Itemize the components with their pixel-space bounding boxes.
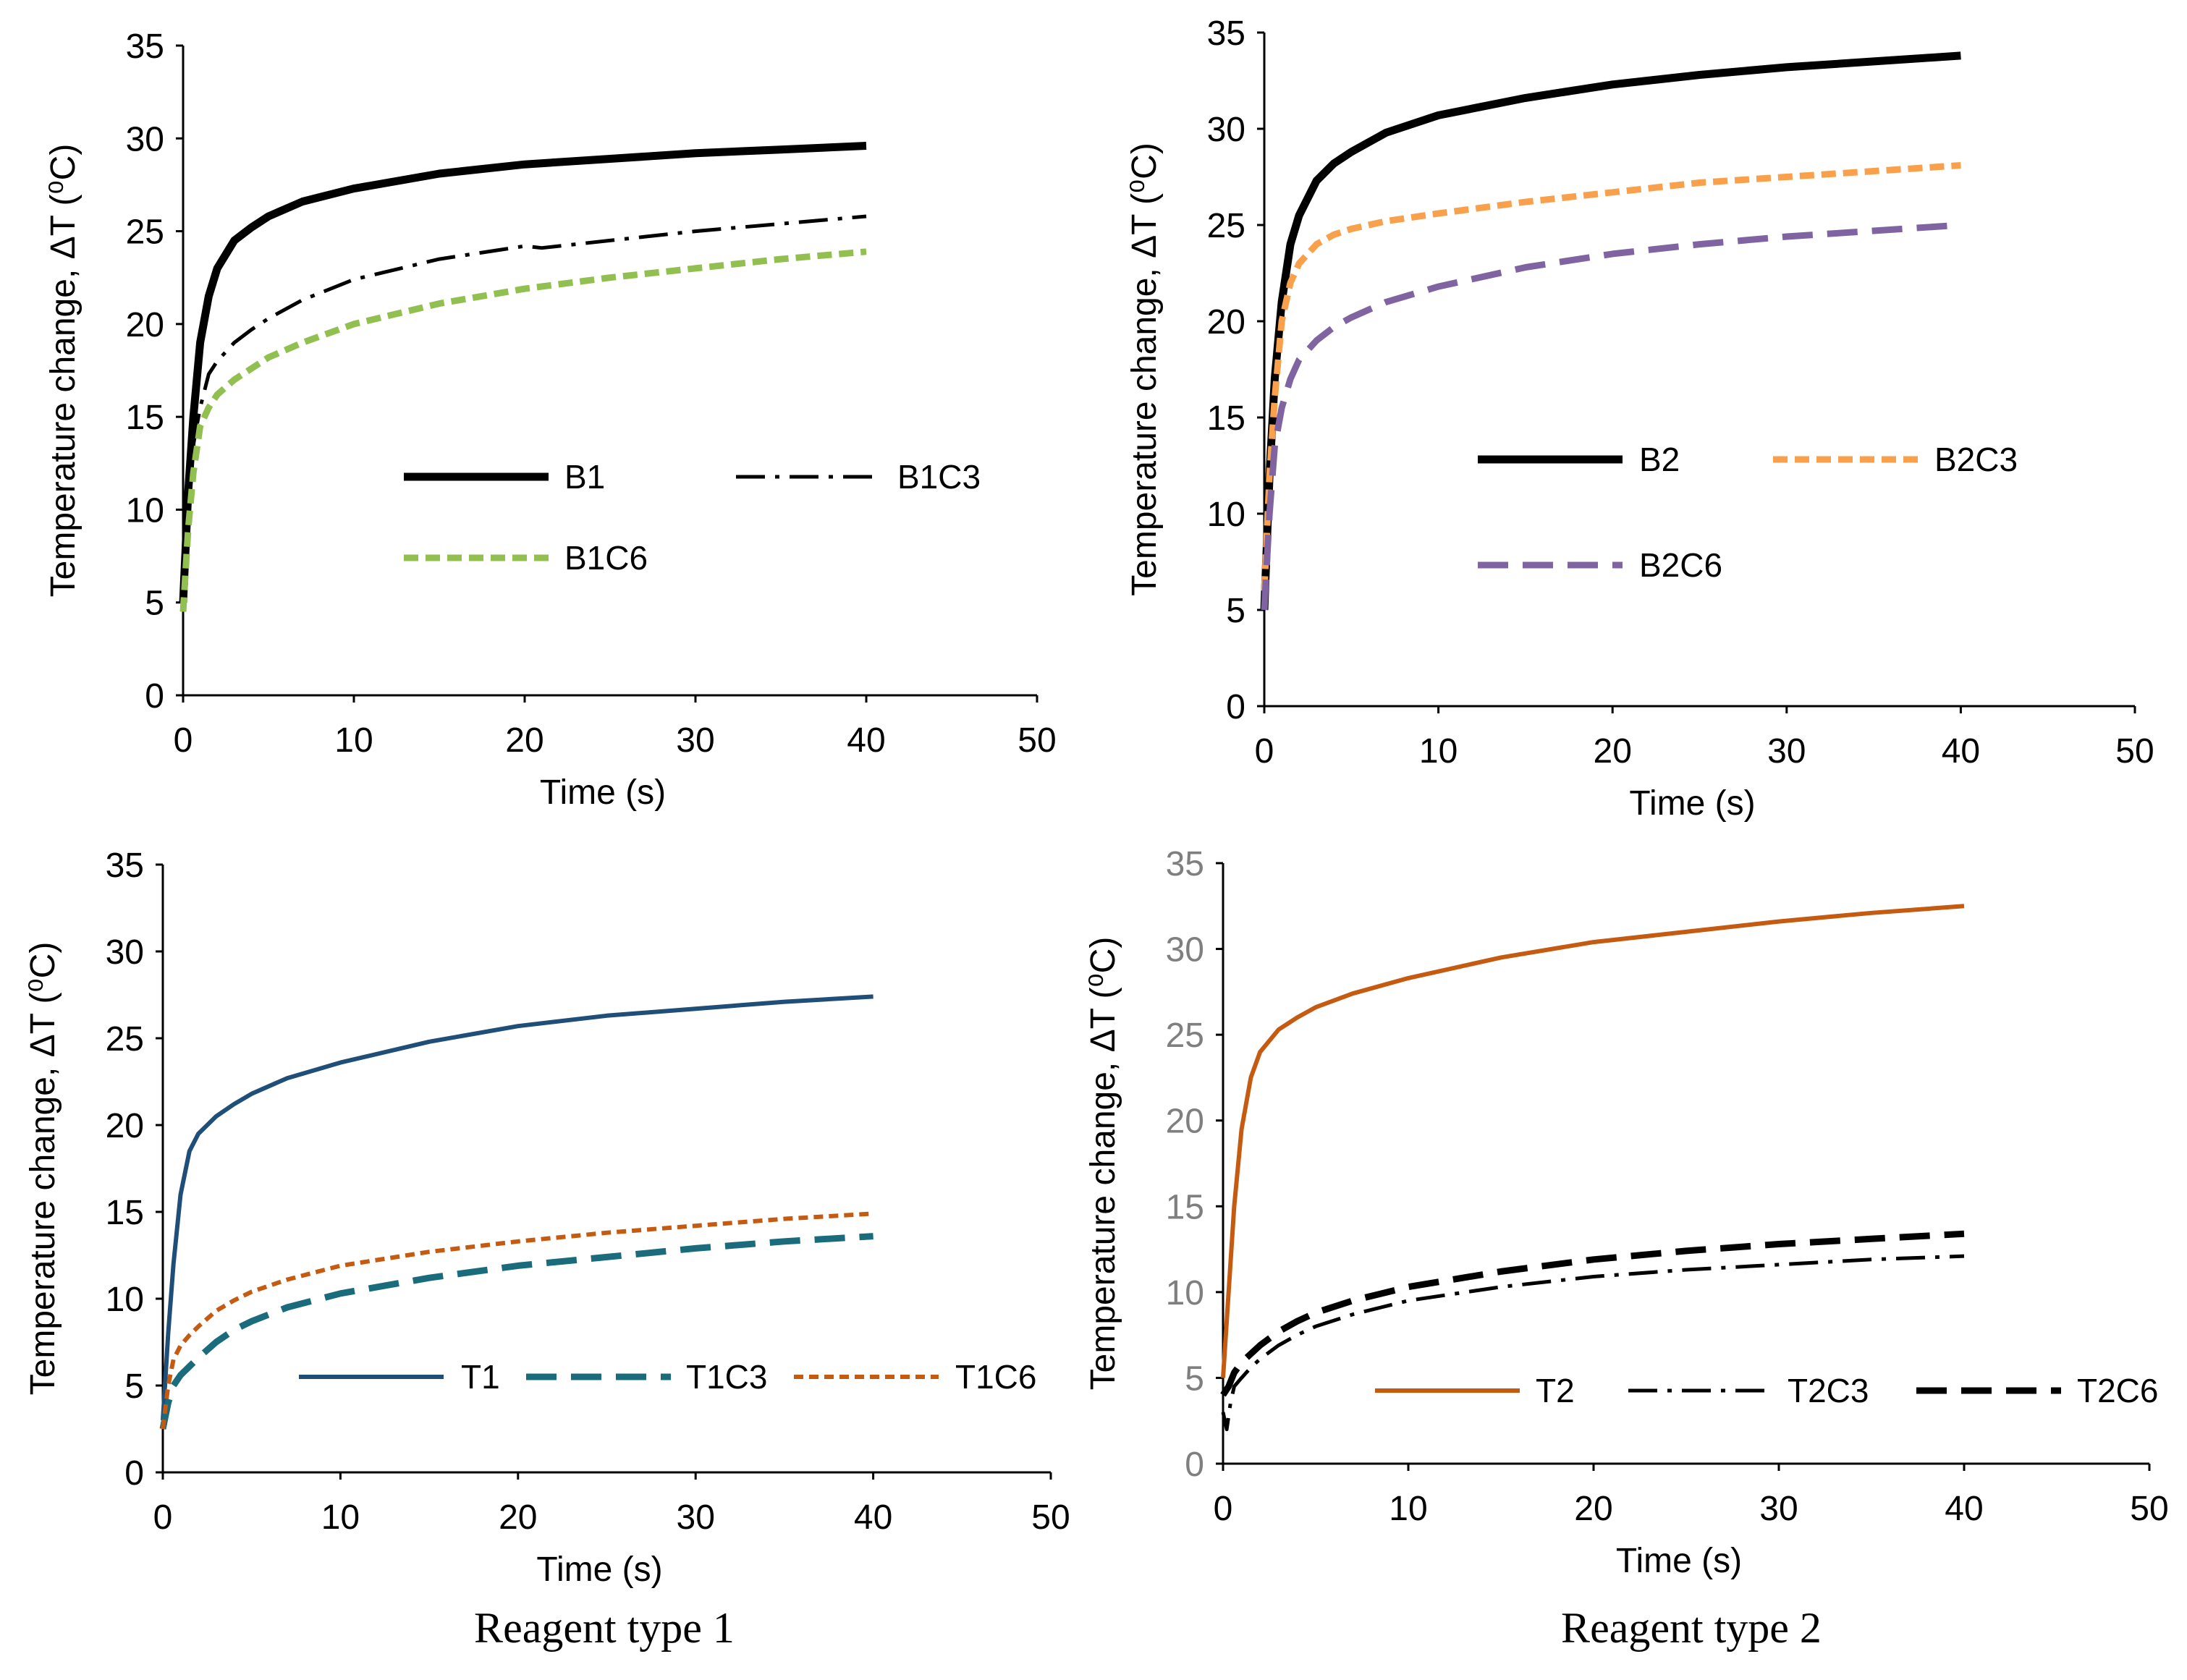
series-line-t2c3 — [1221, 1254, 1965, 1432]
legend-label-b2c6: B2C6 — [1639, 546, 1722, 584]
y-tick-label: 20 — [126, 306, 164, 344]
series-line-t1c6 — [161, 1211, 873, 1430]
x-tick-label: 30 — [676, 721, 714, 760]
y-tick-label: 30 — [1166, 931, 1204, 970]
y-tick-label: 5 — [1185, 1359, 1204, 1398]
legend-label-t1: T1 — [461, 1358, 500, 1396]
x-axis-title: Time (s) — [1629, 784, 1755, 823]
x-tick-label: 50 — [2130, 1490, 2168, 1528]
legend-label-b1c6: B1C6 — [564, 539, 648, 577]
x-tick-label: 40 — [1945, 1490, 1983, 1528]
y-axis-title: Temperature change, ΔT (⁰C) — [24, 942, 62, 1396]
y-tick-label: 15 — [106, 1194, 144, 1232]
x-tick-label: 10 — [1419, 732, 1458, 771]
series-line-t2c6 — [1220, 1230, 1965, 1397]
y-tick-label: 0 — [1226, 688, 1245, 726]
legend-label-b2: B2 — [1639, 441, 1680, 478]
chart-panel-b2: 0 5 10 15 20 25 30 35 0 10 20 30 40 50 Time (s) Tempera… — [1125, 14, 2154, 823]
y-axis-title: Temperature change, ΔT (⁰C) — [44, 144, 83, 598]
y-tick-label: 10 — [126, 491, 164, 530]
y-tick-label: 5 — [1226, 592, 1245, 630]
series-line-b2 — [1260, 51, 1961, 611]
y-tick-label: 25 — [1166, 1017, 1204, 1055]
legend-label-t2c3: T2C3 — [1788, 1372, 1869, 1409]
x-axis-title: Time (s) — [540, 773, 666, 812]
y-tick-label: 35 — [1166, 845, 1204, 883]
x-tick-label: 20 — [505, 721, 543, 760]
series-line-b2c6 — [1261, 221, 1961, 611]
y-tick-label: 30 — [106, 933, 144, 972]
y-tick-label: 0 — [124, 1454, 144, 1493]
x-tick-label: 0 — [153, 1498, 173, 1537]
y-tick-label: 10 — [1166, 1274, 1204, 1312]
x-axis-title: Time (s) — [1616, 1542, 1742, 1580]
x-tick-label: 30 — [677, 1498, 715, 1537]
chart-panel-b1: 0 5 10 15 20 25 30 35 0 10 20 30 40 50 Time (s) Tempera… — [44, 27, 1057, 812]
x-tick-label: 40 — [854, 1498, 892, 1537]
x-tick-label: 0 — [1214, 1490, 1233, 1528]
y-axis-title: Temperature change, ΔT (⁰C) — [1125, 143, 1164, 596]
y-tick-label: 10 — [106, 1281, 144, 1319]
y-tick-label: 0 — [1185, 1446, 1204, 1484]
legend-label-t1c3: T1C3 — [686, 1358, 767, 1396]
y-tick-label: 20 — [1207, 303, 1245, 341]
series-line-b1 — [179, 142, 867, 603]
x-tick-label: 20 — [1574, 1490, 1612, 1528]
legend-label-t2: T2 — [1536, 1372, 1575, 1409]
x-tick-label: 0 — [174, 721, 193, 760]
y-tick-label: 15 — [126, 399, 164, 437]
y-tick-label: 0 — [145, 677, 164, 716]
x-tick-label: 30 — [1759, 1490, 1798, 1528]
y-tick-label: 10 — [1207, 496, 1245, 534]
x-tick-label: 10 — [334, 721, 373, 760]
x-axis-title: Time (s) — [536, 1550, 662, 1589]
y-tick-label: 35 — [1207, 14, 1245, 53]
caption-reagent-type-2: Reagent type 2 — [1561, 1604, 1822, 1652]
y-tick-label: 15 — [1207, 399, 1245, 438]
x-tick-label: 50 — [2115, 732, 2154, 771]
y-tick-label: 20 — [1166, 1103, 1204, 1141]
y-tick-label: 25 — [126, 213, 164, 252]
y-tick-label: 5 — [145, 585, 164, 623]
series-line-t1c3 — [159, 1233, 873, 1430]
x-tick-label: 40 — [847, 721, 885, 760]
y-tick-label: 25 — [1207, 207, 1245, 245]
y-tick-label: 30 — [1207, 111, 1245, 149]
series-line-b2c3 — [1261, 162, 1961, 591]
series-line-t1 — [161, 994, 873, 1421]
y-tick-label: 25 — [106, 1020, 144, 1059]
y-axis-title: Temperature change, ΔT (⁰C) — [1084, 937, 1122, 1391]
series-line-b1c3 — [181, 214, 867, 603]
x-tick-label: 10 — [1389, 1490, 1427, 1528]
y-tick-label: 5 — [124, 1367, 144, 1406]
x-tick-label: 50 — [1018, 721, 1056, 760]
x-tick-label: 50 — [1031, 1498, 1070, 1537]
legend-label-t1c6: T1C6 — [955, 1358, 1036, 1396]
x-tick-label: 30 — [1767, 732, 1806, 771]
legend-label-t2c6: T2C6 — [2077, 1372, 2158, 1409]
x-tick-label: 10 — [321, 1498, 360, 1537]
y-tick-label: 15 — [1166, 1188, 1204, 1226]
legend-label-b1c3: B1C3 — [897, 458, 981, 496]
y-tick-label: 30 — [126, 120, 164, 158]
series-line-b1c6 — [179, 248, 867, 612]
legend-label-b2c3: B2C3 — [1934, 441, 2018, 478]
chart-panel-t1: 0 5 10 15 20 25 30 35 0 10 20 30 40 50 Time (s) Tempera… — [24, 847, 1070, 1589]
x-tick-label: 0 — [1255, 732, 1274, 771]
x-tick-label: 20 — [499, 1498, 537, 1537]
chart-panel-t2: 0 5 10 15 20 25 30 35 0 10 20 30 40 50 Time (s) Tempera… — [1084, 845, 2169, 1580]
caption-reagent-type-1: Reagent type 1 — [474, 1604, 735, 1652]
y-tick-label: 35 — [126, 27, 164, 66]
y-tick-label: 20 — [106, 1107, 144, 1145]
y-tick-label: 35 — [106, 847, 144, 885]
series-line-t2 — [1221, 904, 1965, 1378]
legend-label-b1: B1 — [564, 458, 605, 496]
x-tick-label: 20 — [1594, 732, 1632, 771]
x-tick-label: 40 — [1942, 732, 1980, 771]
